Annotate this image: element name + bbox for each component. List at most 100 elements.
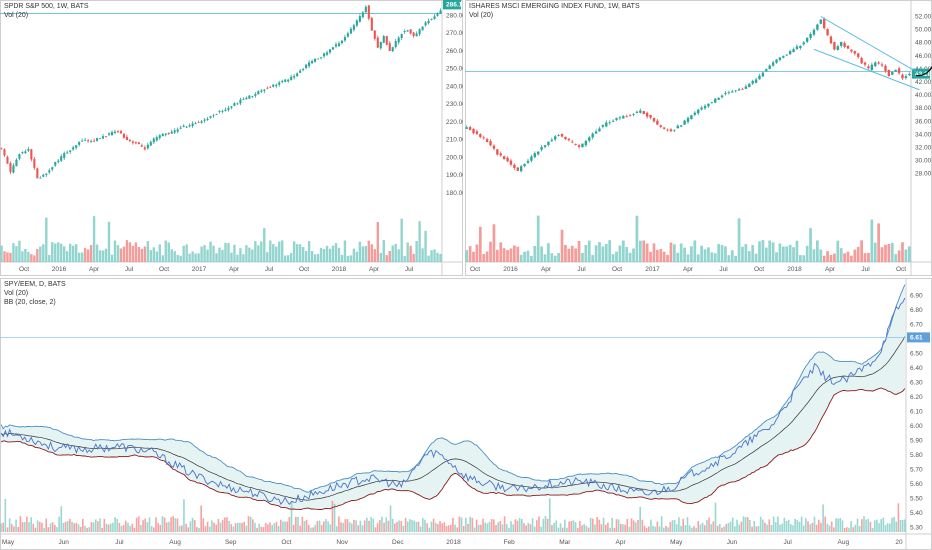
svg-spy-volume-bar bbox=[439, 253, 442, 262]
svg-eem-x-tick-label: Oct bbox=[612, 266, 622, 273]
svg-spy-candle-body bbox=[302, 69, 305, 71]
ratio-volume-bar bbox=[794, 518, 796, 532]
svg-spy-candle-body bbox=[370, 17, 373, 31]
ratio-volume-bar bbox=[213, 522, 215, 532]
svg-spy-candle-body bbox=[84, 139, 87, 141]
ratio-volume-bar bbox=[755, 526, 758, 532]
ratio-volume-bar bbox=[497, 522, 499, 532]
svg-spy-volume-bar bbox=[206, 249, 209, 262]
svg-eem-volume-bar bbox=[897, 250, 901, 262]
svg-spy-candle-body bbox=[382, 36, 385, 43]
svg-spy-candle-body bbox=[403, 31, 406, 32]
svg-spy-volume-bar bbox=[418, 221, 421, 262]
svg-eem-candle-body bbox=[686, 117, 690, 122]
svg-spy-volume-bar bbox=[107, 221, 111, 262]
svg-spy-candle-body bbox=[197, 121, 200, 123]
svg-eem-volume-bar bbox=[768, 240, 772, 262]
ratio-volume-bar bbox=[826, 523, 829, 532]
ratio-volume-bar bbox=[286, 521, 289, 532]
ratio-x-tick-label: Dec bbox=[392, 539, 404, 546]
ratio-volume-bar bbox=[387, 520, 390, 532]
ratio-volume-bar bbox=[62, 522, 65, 532]
ratio-volume-bar bbox=[852, 527, 855, 532]
bb-band-fill bbox=[1, 284, 905, 510]
ratio-x-tick-label: Jul bbox=[783, 539, 792, 546]
svg-eem-candle-body bbox=[571, 141, 574, 143]
ratio-y-tick-label: 6.90 bbox=[910, 292, 923, 299]
svg-eem-x-tick-label: Oct bbox=[896, 266, 906, 273]
svg-spy-candle-body bbox=[367, 5, 370, 19]
ratio-volume-bar bbox=[366, 517, 368, 532]
ratio-volume-bar bbox=[516, 520, 519, 532]
svg-eem-volume-bar bbox=[526, 250, 530, 262]
ratio-volume-bar bbox=[279, 519, 282, 532]
ratio-volume-bar bbox=[551, 525, 553, 532]
svg-spy-candle-body bbox=[269, 86, 272, 88]
ratio-volume-bar bbox=[686, 517, 689, 532]
ratio-volume-bar bbox=[8, 518, 11, 532]
svg-spy-x-tick-label: Oct bbox=[19, 266, 29, 273]
ratio-volume-bar bbox=[531, 518, 534, 532]
ratio-volume-bar bbox=[224, 517, 226, 532]
eem-chart-pane[interactable]: ISHARES MSCI EMERGING INDEX FUND, 1W, BA… bbox=[465, 0, 932, 276]
svg-spy-candle-body bbox=[224, 109, 227, 111]
ratio-volume-bar bbox=[891, 517, 893, 532]
ratio-volume-bar bbox=[867, 519, 870, 532]
eem-chart[interactable]: 52.0050.0048.0046.0044.0042.0040.0038.00… bbox=[465, 0, 932, 276]
svg-spy-volume-bar bbox=[119, 248, 123, 262]
ratio-volume-bar bbox=[790, 524, 792, 532]
ratio-volume-bar bbox=[592, 518, 594, 532]
ratio-volume-bar bbox=[45, 518, 48, 532]
svg-eem-volume-bar bbox=[730, 250, 734, 262]
svg-spy-volume-bar bbox=[176, 254, 179, 262]
svg-eem-candle-body bbox=[554, 136, 557, 140]
ratio-x-tick-label: Jul bbox=[115, 539, 124, 546]
ratio-volume-bar bbox=[206, 521, 209, 532]
ratio-volume-bar bbox=[101, 527, 103, 532]
svg-eem-candle-body bbox=[537, 151, 540, 155]
ratio-chart-pane[interactable]: SPY/EEM, D, BATS Vol (20) BB (20, close,… bbox=[0, 278, 932, 550]
svg-spy-volume-bar bbox=[289, 252, 293, 262]
ratio-volume-bar bbox=[740, 521, 743, 532]
ratio-volume-bar bbox=[523, 523, 525, 532]
svg-eem-x-tick-label: 2018 bbox=[787, 266, 802, 273]
spy-chart-pane[interactable]: SPDR S&P 500, 1W, BATS Vol (20) 280.0027… bbox=[0, 0, 463, 276]
ratio-volume-bar bbox=[443, 522, 446, 532]
svg-eem-x-tick-label: Jul bbox=[719, 266, 728, 273]
ratio-volume-bar bbox=[505, 523, 508, 532]
ratio-volume-bar bbox=[109, 523, 112, 532]
ratio-volume-bar bbox=[555, 520, 558, 532]
svg-spy-candle-body bbox=[30, 149, 33, 160]
svg-eem-candle-body bbox=[683, 120, 686, 125]
svg-eem-volume-bar bbox=[489, 241, 492, 262]
svg-eem-candle-body bbox=[676, 125, 679, 129]
ratio-price-line bbox=[0, 297, 906, 506]
ratio-volume-bar bbox=[301, 516, 304, 532]
eem-channel-lower-line bbox=[813, 48, 920, 91]
svg-eem-candle-body bbox=[778, 57, 782, 60]
ratio-volume-bar bbox=[742, 516, 745, 532]
svg-spy-last-value-badge bbox=[443, 0, 461, 10]
ratio-volume-bar bbox=[663, 527, 665, 532]
svg-eem-candle-body bbox=[880, 64, 884, 66]
svg-eem-candle-body bbox=[550, 139, 554, 141]
svg-spy-volume-bar bbox=[146, 241, 150, 262]
ratio-volume-bar bbox=[396, 522, 398, 532]
svg-spy-candle-body bbox=[355, 20, 358, 26]
ratio-volume-bar bbox=[643, 525, 646, 532]
svg-spy-candle-body bbox=[194, 123, 197, 125]
ratio-y-tick-label: 6.30 bbox=[910, 379, 923, 386]
ratio-volume-bar bbox=[884, 525, 887, 532]
spy-chart[interactable]: 280.00 270.00 260.00 250.00 240.00 230.00 220.… bbox=[0, 0, 463, 276]
ratio-volume-bar bbox=[13, 526, 15, 532]
ratio-volume-bar bbox=[282, 521, 284, 532]
ratio-volume-bar bbox=[118, 522, 121, 532]
ratio-volume-bar bbox=[112, 522, 114, 532]
ratio-volume-bar bbox=[146, 522, 149, 532]
ratio-x-tick-label: 20 bbox=[895, 539, 903, 546]
ratio-volume-bar bbox=[462, 526, 465, 532]
ratio-volume-bar bbox=[486, 523, 489, 532]
ratio-chart[interactable]: 6.906.806.706.606.506.406.306.206.106.00… bbox=[0, 278, 932, 550]
svg-eem-volume-bar bbox=[516, 246, 520, 262]
ratio-volume-bar bbox=[746, 517, 749, 532]
